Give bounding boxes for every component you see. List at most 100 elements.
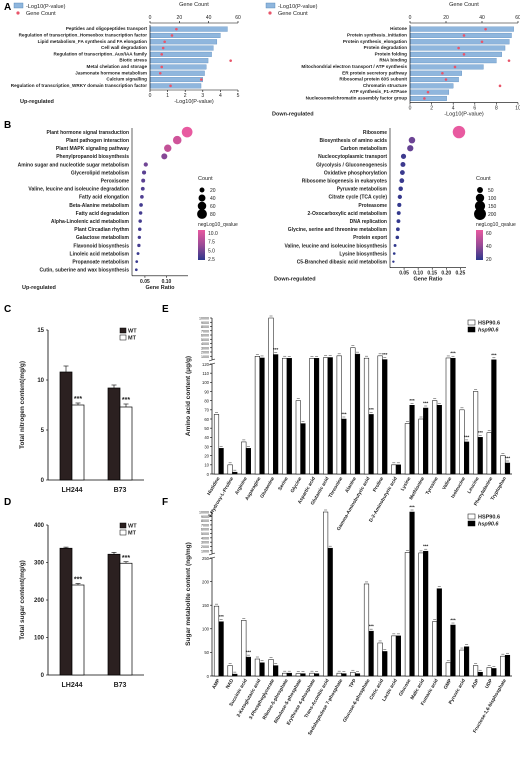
legend-entry: WT bbox=[128, 524, 137, 530]
bottom-tick-label: 3 bbox=[201, 93, 204, 99]
term-dot bbox=[397, 194, 402, 199]
category-label: Oxidative phosphorylation bbox=[324, 170, 387, 176]
term-dot bbox=[396, 227, 400, 232]
significance-mark: *** bbox=[246, 650, 252, 655]
y-tick-label: 10000 bbox=[199, 511, 209, 515]
bar bbox=[59, 547, 73, 676]
category-label: Histone bbox=[390, 26, 407, 31]
term-dot bbox=[396, 219, 401, 224]
panel-caption: Up-regulated bbox=[22, 285, 56, 291]
bar bbox=[363, 583, 370, 677]
bar bbox=[245, 656, 251, 677]
category-label: Carbon metabolism bbox=[340, 146, 387, 152]
bottom-tick-label: 4 bbox=[452, 106, 455, 112]
y-tick-label: 3000 bbox=[201, 541, 209, 545]
y-tick-label: 200 bbox=[202, 579, 210, 584]
y-tick-label: 0 bbox=[41, 673, 45, 679]
size-legend-dot bbox=[477, 187, 483, 193]
bar bbox=[119, 406, 133, 481]
bar bbox=[409, 511, 415, 677]
bar bbox=[464, 441, 470, 475]
category-label: Alanine bbox=[344, 476, 358, 494]
bar bbox=[323, 511, 329, 677]
x-tick-label: 0.25 bbox=[456, 271, 466, 277]
term-dot bbox=[395, 235, 400, 240]
panel-c-chart: 0 5 10 15 Total nitrogen content(mg/g) *** LH2… bbox=[19, 327, 144, 494]
bar bbox=[504, 462, 511, 475]
legend-swatch bbox=[467, 319, 476, 326]
category-label: Protein export bbox=[353, 235, 387, 241]
y-tick-label: 50 bbox=[204, 426, 209, 431]
category-label: AMP bbox=[211, 677, 222, 690]
gene-count-dot bbox=[480, 40, 484, 44]
category-label: Biosynthesis of amino acids bbox=[319, 138, 387, 144]
panel-label-b: B bbox=[4, 120, 11, 131]
category-label: RNA binding bbox=[379, 58, 407, 63]
y-axis-label: Total sugar content(mg/g) bbox=[19, 560, 26, 640]
term-dot bbox=[138, 219, 142, 223]
gene-count-dot bbox=[158, 71, 162, 75]
significance-mark: *** bbox=[464, 434, 470, 439]
y-tick-label: 10 bbox=[204, 463, 209, 468]
category-label: Citrate cycle (TCA cycle) bbox=[329, 195, 388, 201]
size-legend-label: 150 bbox=[488, 204, 497, 210]
category-label: Lysine biosynthesis bbox=[339, 251, 387, 257]
bar bbox=[309, 672, 315, 677]
bar bbox=[418, 418, 424, 475]
bar bbox=[432, 400, 438, 475]
size-legend-dot bbox=[474, 200, 486, 212]
y-tick-label: 100 bbox=[202, 627, 210, 632]
bar bbox=[354, 353, 361, 475]
category-label: ER protein secretory pathway bbox=[342, 70, 407, 75]
gene-count-dot bbox=[160, 65, 164, 69]
category-label: ATP synthesis_F1-ATPase bbox=[350, 89, 408, 94]
bar bbox=[295, 673, 301, 677]
y-tick-label: 200 bbox=[34, 598, 45, 604]
bottom-tick-label: 1 bbox=[166, 93, 169, 99]
bar bbox=[336, 355, 342, 475]
gene-count-dot bbox=[484, 27, 487, 31]
bar bbox=[459, 649, 465, 677]
y-tick-label: 80 bbox=[204, 398, 209, 403]
y-tick-label: 7000 bbox=[201, 329, 209, 333]
colorbar bbox=[198, 230, 205, 260]
bar bbox=[409, 95, 447, 101]
bar bbox=[404, 423, 410, 475]
category-label: Ribosome biogenesis in eukaryotes bbox=[302, 178, 388, 184]
legend-entry: MT bbox=[128, 336, 137, 342]
bar bbox=[327, 357, 333, 475]
category-label: Propanoate metabolism bbox=[72, 259, 129, 265]
bar bbox=[350, 347, 356, 475]
bar bbox=[486, 667, 492, 677]
term-dot bbox=[407, 145, 414, 152]
category-label: Glucose bbox=[398, 678, 413, 698]
y-tick-label: 7000 bbox=[201, 523, 209, 527]
x-tick-label: 0.05 bbox=[399, 271, 409, 277]
gene-count-dot bbox=[160, 53, 164, 56]
bar bbox=[300, 423, 306, 475]
category-label: Biotic stress bbox=[119, 58, 147, 63]
y-tick-label: 2000 bbox=[201, 351, 209, 355]
gene-count-dot bbox=[507, 59, 511, 62]
bar bbox=[477, 437, 483, 475]
top-tick-label: 40 bbox=[206, 15, 212, 21]
bar bbox=[473, 665, 479, 677]
term-dot bbox=[397, 202, 402, 208]
term-dot bbox=[139, 203, 143, 207]
term-dot bbox=[137, 235, 141, 240]
term-dot bbox=[161, 153, 168, 160]
bottom-tick-label: 4 bbox=[219, 93, 222, 99]
gene-count-dot bbox=[229, 59, 232, 62]
y-tick-label: 100 bbox=[34, 636, 45, 642]
gene-count-dot bbox=[200, 78, 203, 81]
bottom-tick-label: 8 bbox=[495, 106, 498, 112]
y-tick-label: 300 bbox=[34, 561, 45, 567]
category-label: Chromatin structure bbox=[363, 83, 408, 88]
legend-swatch bbox=[119, 327, 127, 334]
bar bbox=[395, 464, 401, 475]
panel-e-chart: 0 10 20 30 40 50 60 70 80 90 100 110 120 100020003000… bbox=[185, 315, 512, 532]
term-dot bbox=[141, 178, 146, 183]
category-label: Trans-Aconitic acid bbox=[303, 678, 330, 719]
category-label: B73 bbox=[114, 682, 127, 689]
